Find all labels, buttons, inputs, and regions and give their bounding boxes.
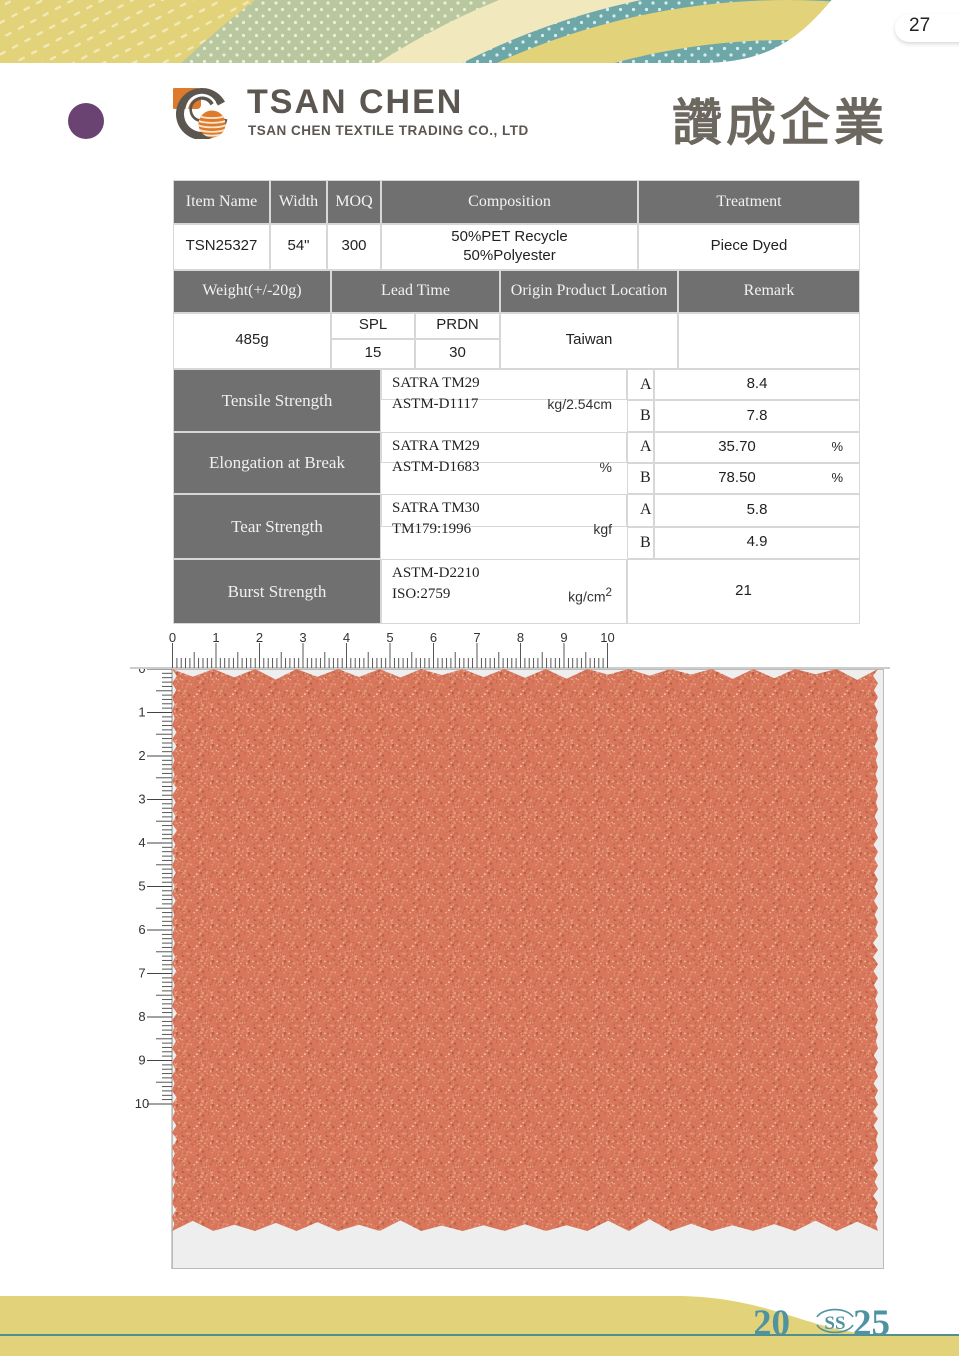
svg-text:8: 8 <box>517 630 524 645</box>
svg-text:2: 2 <box>256 630 263 645</box>
svg-text:25: 25 <box>853 1303 890 1344</box>
svg-text:9: 9 <box>138 1053 145 1068</box>
svg-text:3: 3 <box>299 630 306 645</box>
svg-text:4: 4 <box>343 630 350 645</box>
svg-text:0: 0 <box>138 669 145 676</box>
svg-text:6: 6 <box>138 922 145 937</box>
svg-text:10: 10 <box>600 630 614 645</box>
svg-text:1: 1 <box>138 705 145 720</box>
svg-text:4: 4 <box>138 835 145 850</box>
svg-text:SS: SS <box>824 1313 845 1334</box>
svg-text:8: 8 <box>138 1009 145 1024</box>
svg-text:1: 1 <box>212 630 219 645</box>
svg-text:6: 6 <box>430 630 437 645</box>
svg-text:7: 7 <box>138 966 145 981</box>
svg-text:7: 7 <box>473 630 480 645</box>
svg-text:9: 9 <box>560 630 567 645</box>
svg-text:2: 2 <box>138 748 145 763</box>
svg-text:10: 10 <box>135 1096 149 1111</box>
svg-text:5: 5 <box>138 879 145 894</box>
svg-text:20: 20 <box>755 1303 790 1344</box>
svg-text:0: 0 <box>169 630 176 645</box>
svg-text:5: 5 <box>386 630 393 645</box>
svg-text:3: 3 <box>138 792 145 807</box>
